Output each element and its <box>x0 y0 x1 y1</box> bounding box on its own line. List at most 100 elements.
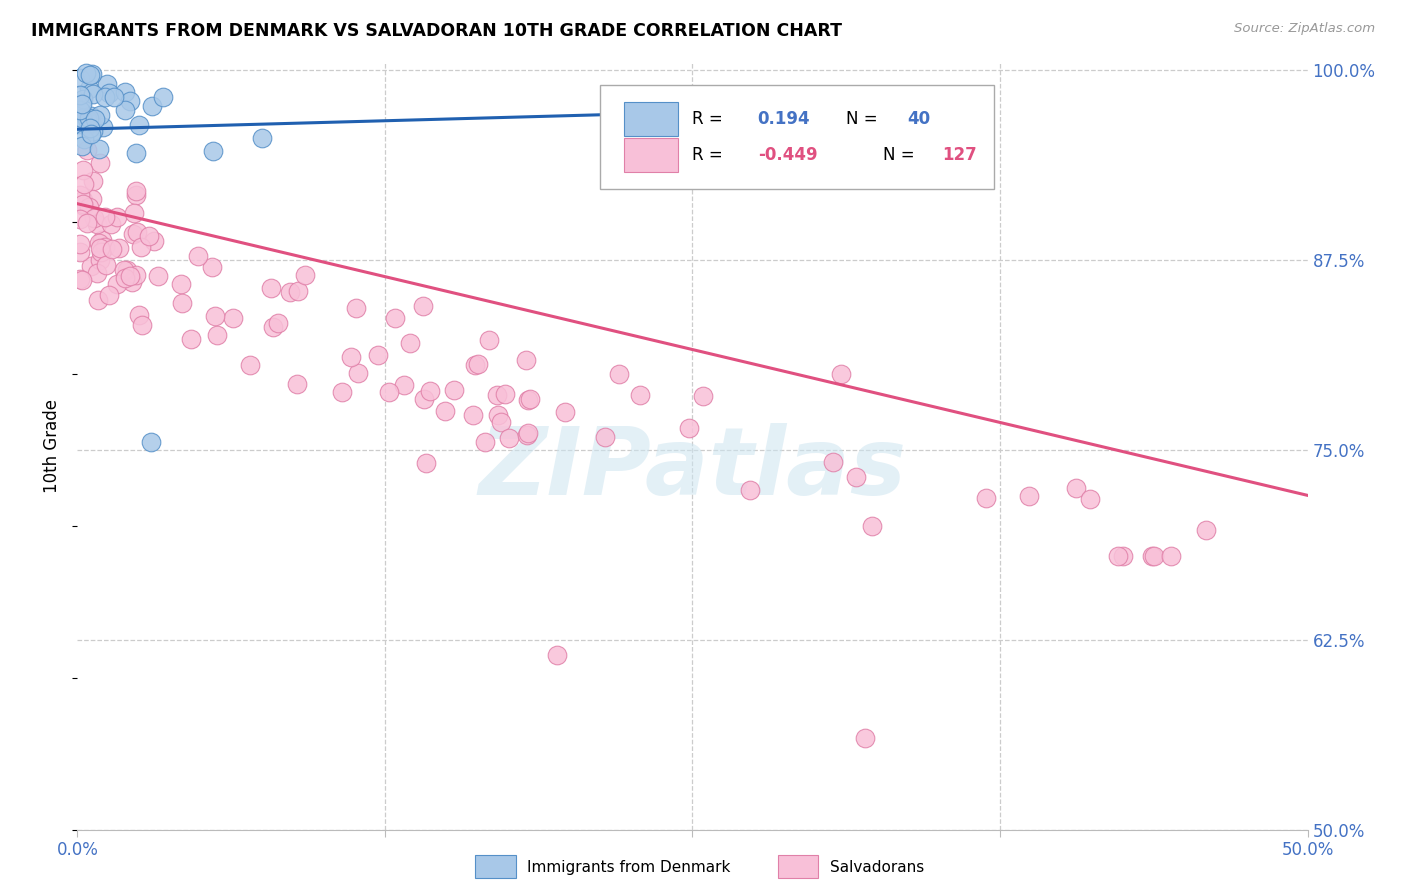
Point <box>82 123 104 137</box>
Point <box>678 421 700 435</box>
Point <box>1143 549 1166 563</box>
Point <box>96 77 118 91</box>
Point <box>399 335 422 350</box>
Point <box>80 109 103 123</box>
Point <box>77 200 100 214</box>
Point <box>692 389 714 403</box>
Point <box>412 299 434 313</box>
Point <box>77 82 100 96</box>
Point <box>72 92 94 106</box>
Point <box>84 112 107 126</box>
Point <box>180 332 202 346</box>
Point <box>138 229 160 244</box>
Point <box>122 227 145 241</box>
Point <box>125 268 148 282</box>
Text: IMMIGRANTS FROM DENMARK VS SALVADORAN 10TH GRADE CORRELATION CHART: IMMIGRANTS FROM DENMARK VS SALVADORAN 10… <box>31 22 842 40</box>
Point <box>519 392 541 406</box>
Point <box>340 351 363 365</box>
Point <box>607 367 630 381</box>
Point <box>93 240 115 254</box>
Point <box>201 260 224 274</box>
Point <box>491 415 513 429</box>
Point <box>266 316 288 330</box>
Point <box>260 281 283 295</box>
Point <box>120 268 142 283</box>
Point <box>515 353 537 368</box>
Point <box>101 243 124 257</box>
Text: Salvadorans: Salvadorans <box>830 860 924 874</box>
Point <box>204 309 226 323</box>
Y-axis label: 10th Grade: 10th Grade <box>44 399 62 493</box>
Point <box>69 116 91 130</box>
Point <box>823 455 845 469</box>
Point <box>79 259 101 273</box>
Text: -0.449: -0.449 <box>758 146 817 164</box>
Text: R =: R = <box>693 111 723 128</box>
Text: ZIPatlas: ZIPatlas <box>478 423 907 515</box>
Point <box>169 277 191 291</box>
Point <box>112 262 135 277</box>
Point <box>845 469 868 483</box>
Point <box>486 388 509 402</box>
Point <box>72 272 94 286</box>
Point <box>205 328 228 343</box>
Point <box>415 457 437 471</box>
Point <box>114 103 136 117</box>
Point <box>367 348 389 362</box>
FancyBboxPatch shape <box>624 138 678 172</box>
Text: 40: 40 <box>908 111 931 128</box>
Point <box>83 211 105 226</box>
Point <box>474 434 496 449</box>
Point <box>125 187 148 202</box>
Point <box>1160 549 1182 563</box>
Point <box>107 241 129 255</box>
Point <box>141 99 163 113</box>
Point <box>89 108 111 122</box>
Point <box>974 491 997 505</box>
Point <box>1064 481 1087 495</box>
Point <box>93 89 115 103</box>
Point <box>554 405 576 419</box>
Point <box>129 240 152 254</box>
Point <box>69 237 91 252</box>
Point <box>853 731 876 746</box>
Point <box>69 212 91 227</box>
Point <box>69 70 91 85</box>
Text: Immigrants from Denmark: Immigrants from Denmark <box>527 860 731 874</box>
Point <box>73 178 96 192</box>
Point <box>128 308 150 322</box>
Point <box>114 85 136 99</box>
Text: N =: N = <box>846 111 877 128</box>
Point <box>125 225 148 239</box>
Point <box>87 142 110 156</box>
Point <box>114 271 136 285</box>
Point <box>82 174 104 188</box>
Point <box>494 387 516 401</box>
Point <box>346 366 368 380</box>
Point <box>1018 489 1040 503</box>
Point <box>80 192 103 206</box>
Point <box>412 392 434 406</box>
Point <box>89 252 111 267</box>
Text: 0.194: 0.194 <box>758 111 810 128</box>
Point <box>86 217 108 231</box>
Point <box>98 87 121 101</box>
Point <box>76 112 98 126</box>
Point <box>278 285 301 300</box>
Point <box>1111 549 1133 563</box>
Point <box>69 117 91 131</box>
Point <box>419 384 441 398</box>
Point <box>103 89 125 103</box>
Point <box>294 268 316 282</box>
Point <box>330 385 353 400</box>
Point <box>79 68 101 82</box>
Point <box>344 301 367 315</box>
Text: 127: 127 <box>942 146 977 164</box>
Point <box>187 249 209 263</box>
Point <box>498 431 520 445</box>
Point <box>239 358 262 372</box>
Point <box>516 428 538 442</box>
Point <box>94 258 117 272</box>
Point <box>152 90 174 104</box>
Point <box>89 155 111 169</box>
